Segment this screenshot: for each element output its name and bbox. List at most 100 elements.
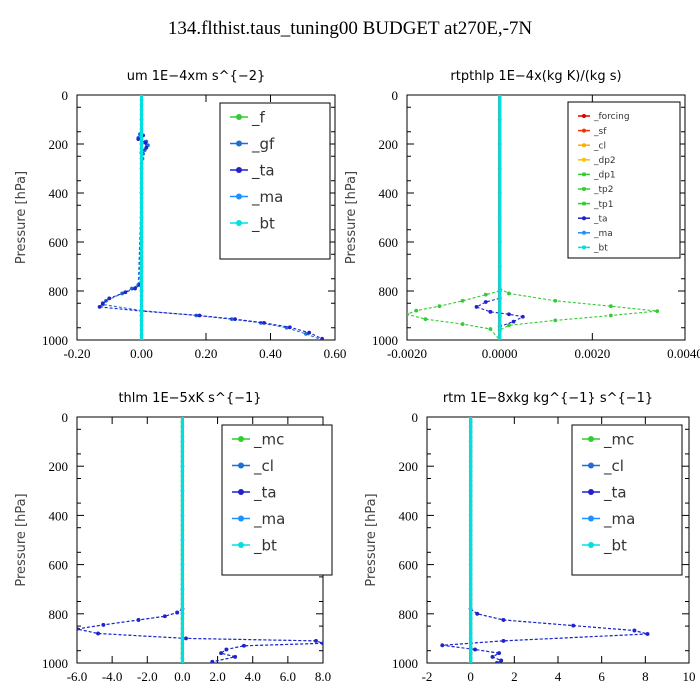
series-group [77, 417, 323, 663]
data-point [501, 638, 506, 643]
legend-swatch-marker [238, 542, 244, 548]
legend-label: _ta [251, 161, 275, 180]
legend-swatch-marker [588, 462, 594, 469]
legend-label: _ta [603, 483, 627, 502]
data-point [520, 314, 525, 319]
panel-title: thlm 1E−5xK s^{−1} [118, 391, 261, 406]
legend-label: _cl [603, 457, 624, 476]
data-point [414, 308, 419, 313]
data-point [474, 305, 479, 309]
data-point [139, 142, 144, 146]
legend-box [571, 424, 683, 576]
legend-label: _bt [251, 214, 275, 233]
y-tick-label: 600 [379, 235, 399, 250]
data-point [468, 661, 473, 663]
data-point [473, 647, 477, 652]
series-line-tp2 [407, 290, 501, 340]
legend-label: _ma [251, 188, 283, 207]
legend-swatch-marker [582, 187, 586, 191]
legend-label: _mc [603, 430, 634, 449]
legend-box [221, 424, 333, 576]
data-point [475, 611, 480, 616]
data-point [304, 331, 308, 336]
data-point [107, 296, 112, 301]
legend-label: _ma [593, 229, 613, 239]
data-point [468, 489, 473, 493]
data-point [180, 661, 185, 663]
data-point [507, 291, 511, 296]
data-point [262, 320, 266, 325]
data-point [224, 647, 229, 652]
y-tick-label: 800 [49, 284, 69, 299]
series-line-ta [98, 134, 323, 340]
x-tick-label: 2.0 [209, 669, 225, 684]
series-group [407, 95, 660, 340]
legend-label: _dp1 [593, 171, 616, 181]
data-point [460, 322, 465, 326]
data-point [120, 291, 125, 296]
legend: _forcing _sf _cl _dp2 _dp1 _tp2 _tp1 _ta _ma _bt [567, 101, 681, 259]
legend-swatch-marker [582, 216, 586, 221]
legend-swatch-marker [236, 114, 242, 120]
data-point [440, 643, 445, 648]
legend-label: _dp2 [593, 156, 616, 166]
data-point [219, 651, 223, 656]
data-point [468, 513, 473, 518]
y-tick-label: 600 [399, 558, 419, 573]
legend-swatch-marker [582, 172, 586, 177]
data-point [497, 338, 502, 340]
data-point [180, 417, 185, 419]
legend-swatch-marker [588, 515, 594, 522]
data-point [184, 636, 188, 641]
data-point [608, 313, 613, 318]
y-tick-label: 1000 [42, 333, 68, 348]
legend: _f _gf _ta _ma _bt [219, 102, 331, 260]
data-point [632, 628, 637, 633]
series-line-ta [77, 608, 323, 663]
data-point [100, 301, 105, 306]
data-point [180, 489, 185, 493]
legend: _mc _cl _ta _ma _bt [221, 424, 333, 576]
data-point [437, 304, 442, 309]
y-axis-label: Pressure [hPa] [14, 493, 29, 586]
x-tick-label: 2 [511, 669, 518, 684]
legend-label: _ta [253, 483, 277, 502]
x-tick-label: 4 [555, 669, 562, 684]
data-point [180, 538, 185, 542]
panel-title: rtpthlp 1E−4x(kg K)/(kg s) [450, 69, 621, 84]
data-point [488, 309, 493, 314]
y-tick-label: 600 [49, 235, 69, 250]
data-point [645, 632, 650, 636]
data-point [233, 654, 238, 659]
data-point [197, 313, 202, 318]
legend-swatch-marker [588, 542, 594, 548]
y-tick-label: 800 [399, 607, 419, 622]
chart-panel-um: um 1E−4xm s^{−2} Pressure [hPa] 0 200 400 600… [14, 69, 346, 361]
data-point [468, 636, 473, 641]
legend-label: _bt [253, 536, 277, 555]
figure-title: 134.flthist.taus_tuning00 BUDGET at270E,… [167, 18, 533, 39]
data-point [180, 562, 185, 567]
data-point [287, 325, 292, 330]
data-point [407, 312, 409, 317]
data-point [423, 317, 428, 322]
y-axis-label: Pressure [hPa] [344, 171, 359, 264]
data-point [77, 627, 79, 631]
plot-frame [406, 94, 686, 341]
data-point [180, 587, 185, 591]
legend-swatch-marker [236, 140, 242, 147]
chart-panel-rtm: rtm 1E−8xkg kg^{−1} s^{−1} Pressure [hPa]… [364, 391, 696, 684]
data-point [162, 614, 167, 619]
data-point [136, 618, 141, 622]
data-point [144, 145, 149, 150]
data-point [314, 638, 318, 643]
x-tick-label: -2 [422, 669, 433, 684]
data-point [97, 305, 102, 309]
data-point [497, 95, 502, 97]
legend-swatch-marker [582, 157, 586, 162]
legend-label: _ta [593, 214, 608, 224]
data-point [497, 154, 502, 159]
data-point [320, 336, 324, 340]
y-tick-label: 1000 [42, 656, 68, 671]
legend-label: _ma [603, 510, 635, 529]
